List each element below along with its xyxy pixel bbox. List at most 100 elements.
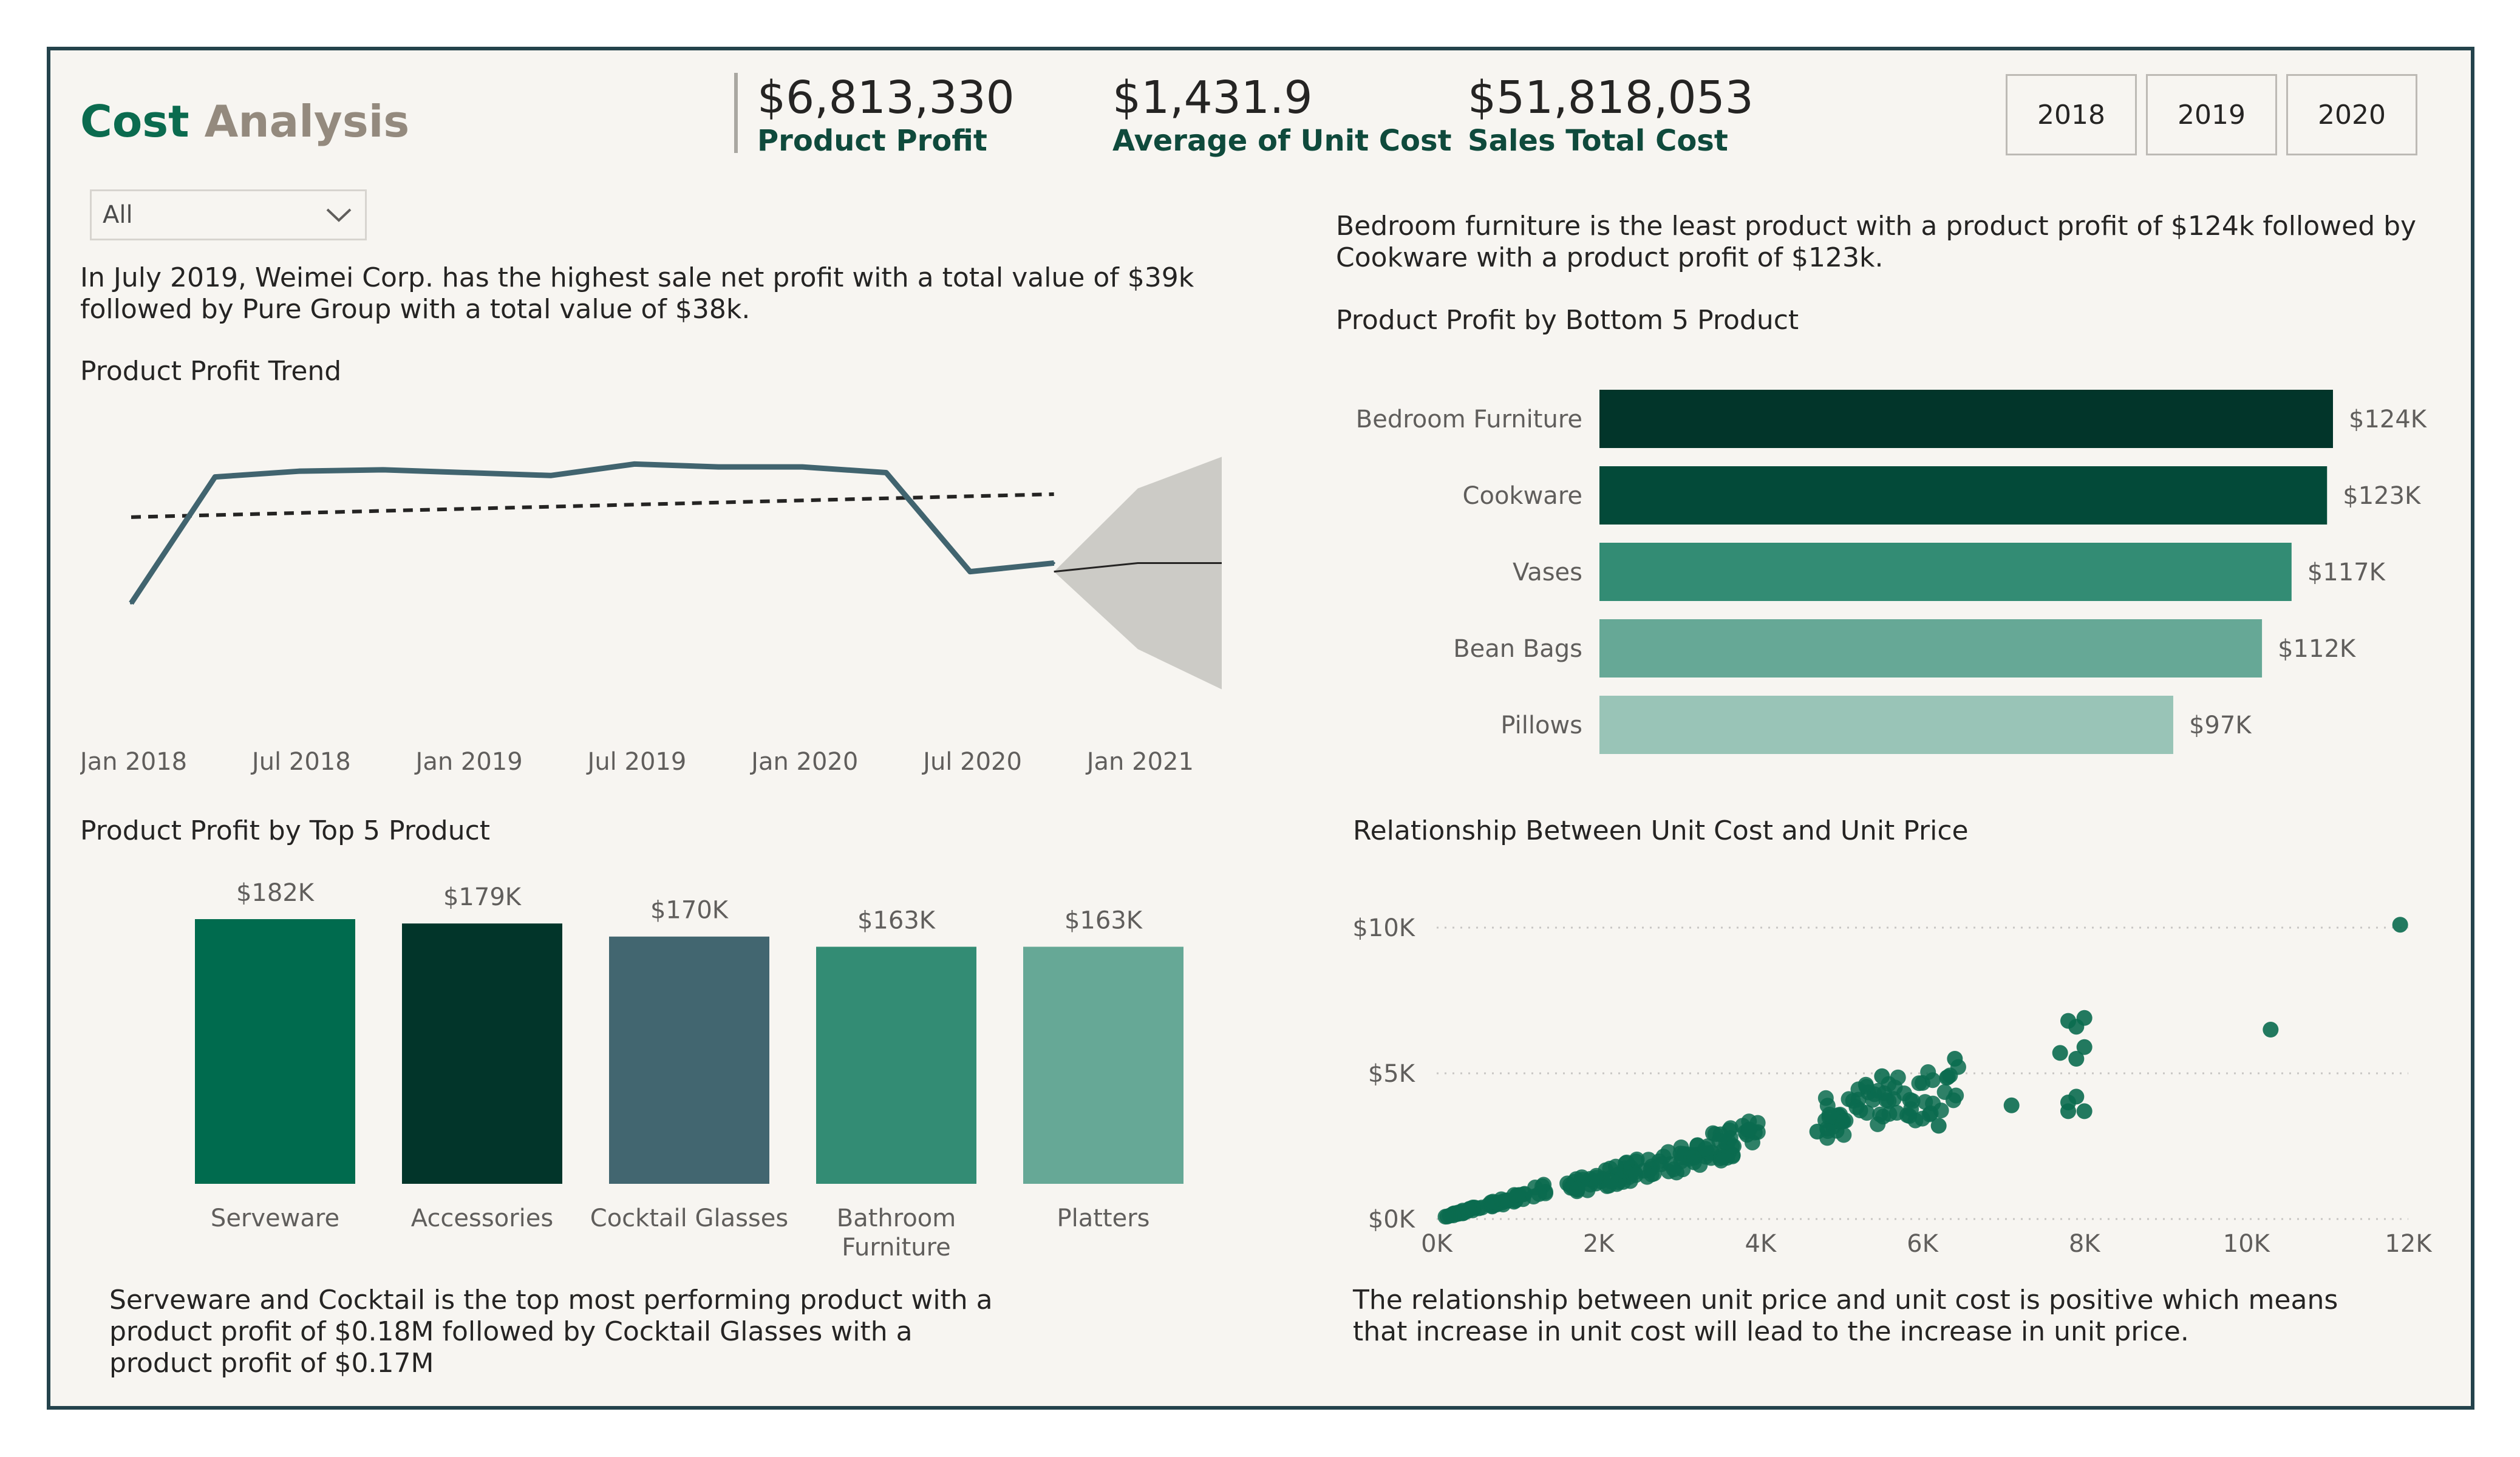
year-button-2019[interactable]: 2019	[2146, 74, 2277, 155]
data-label: $97K	[2189, 712, 2252, 739]
column-bar	[609, 936, 769, 1184]
scatter-point	[2392, 917, 2408, 933]
scatter-point	[1852, 1102, 1868, 1119]
series-point	[381, 468, 384, 471]
scatter-point	[1888, 1104, 1905, 1121]
y-tick-label: $10K	[1352, 914, 1415, 942]
category-label: Vases	[1513, 559, 1582, 586]
scatter-point	[2076, 1010, 2093, 1026]
data-label: $123K	[2343, 482, 2422, 510]
year-button-2020[interactable]: 2020	[2286, 74, 2417, 155]
series-point	[465, 471, 468, 474]
scatter-point	[1817, 1090, 1834, 1106]
x-tick-label: Jul 2019	[586, 748, 687, 776]
bar	[1599, 390, 2333, 448]
series-point	[214, 475, 217, 478]
scatter-point	[1901, 1108, 1918, 1124]
series-point	[969, 570, 972, 573]
series-point	[801, 466, 804, 469]
series-point	[549, 474, 552, 477]
bar	[1599, 543, 2292, 601]
series-point	[1052, 562, 1055, 565]
y-tick-label: $0K	[1368, 1206, 1416, 1234]
category-label: Cocktail Glasses	[590, 1204, 788, 1232]
page-title: Cost Analysis	[80, 96, 409, 147]
scatter-point	[2068, 1051, 2085, 1067]
x-tick-label: 10K	[2223, 1230, 2271, 1258]
scatter-point	[1858, 1076, 1874, 1093]
kpi-divider	[734, 73, 738, 153]
scatter-point	[1809, 1124, 1825, 1139]
kpi-label: Average of Unit Cost	[1112, 124, 1452, 158]
top5-insight-text: Serveware and Cocktail is the top most p…	[109, 1285, 993, 1379]
column-bar	[195, 919, 355, 1184]
scatter-point	[1821, 1106, 1837, 1122]
column-bar	[816, 946, 976, 1184]
filter-dropdown[interactable]: All	[90, 189, 367, 240]
x-tick-label: Jan 2020	[749, 748, 858, 776]
category-label: Bedroom Furniture	[1356, 406, 1582, 433]
scatter-point	[1933, 1102, 1949, 1119]
scatter-point	[1904, 1093, 1921, 1109]
category-label: Cookware	[1463, 482, 1582, 510]
y-tick-label: $5K	[1368, 1060, 1416, 1088]
scatter-point	[1742, 1121, 1758, 1138]
chevron-down-icon	[326, 208, 352, 222]
kpi-sales-total-cost: $51,818,053 Sales Total Cost	[1468, 72, 1754, 158]
trend-dashed-line	[131, 492, 1054, 519]
x-tick-label: 6K	[1907, 1230, 1939, 1258]
scatter-point	[1588, 1170, 1604, 1186]
x-tick-label: 4K	[1745, 1230, 1777, 1258]
filter-selected-value: All	[103, 201, 133, 229]
scatter-point	[2076, 1103, 2093, 1119]
bottom5-bar-chart: Bedroom Furniture $124K Cookware $123K Vases…	[1356, 390, 2428, 754]
scatter-point	[1914, 1110, 1930, 1127]
scatter-point	[2263, 1022, 2279, 1038]
category-label: Serveware	[211, 1204, 339, 1232]
kpi-label: Product Profit	[757, 124, 987, 158]
scatter-chart-title: Relationship Between Unit Cost and Unit …	[1353, 815, 1969, 846]
scatter-point	[1887, 1079, 1903, 1096]
scatter-point	[1697, 1141, 1714, 1157]
series-line-product-profit	[129, 461, 1055, 605]
scatter-point	[1602, 1173, 1619, 1190]
bar	[1599, 619, 2263, 678]
top5-chart-title: Product Profit by Top 5 Product	[80, 815, 491, 846]
scatter-point	[2052, 1045, 2068, 1061]
data-label: $170K	[650, 897, 729, 925]
scatter-point	[1662, 1156, 1678, 1172]
scatter-point	[1681, 1150, 1697, 1167]
scatter-point	[1947, 1051, 1963, 1067]
data-label: $163K	[1064, 907, 1143, 935]
series-point	[717, 466, 720, 469]
x-tick-label: Jan 2021	[1085, 748, 1194, 776]
scatter-point	[1948, 1087, 1964, 1104]
column-bar	[1023, 946, 1183, 1184]
title-primary: Cost	[80, 96, 189, 147]
trend-chart-title: Product Profit Trend	[80, 356, 342, 387]
scatter-point	[1445, 1207, 1462, 1223]
bottom5-insight-text: Bedroom furniture is the least product w…	[1336, 211, 2417, 273]
kpi-value: $1,431.9	[1112, 72, 1313, 124]
scatter-point	[1506, 1187, 1522, 1203]
data-label: $112K	[2278, 635, 2357, 663]
scatter-point	[1915, 1075, 1931, 1091]
kpi-average-unit-cost: $1,431.9 Average of Unit Cost	[1112, 72, 1452, 158]
scatter-point	[1939, 1070, 1955, 1086]
scatter-point	[1930, 1118, 1947, 1134]
trend-insight-text: In July 2019, Weimei Corp. has the highe…	[80, 262, 1194, 325]
kpi-product-profit: $6,813,330 Product Profit	[757, 72, 1015, 158]
scatter-point	[1711, 1132, 1728, 1149]
year-button-2018[interactable]: 2018	[2006, 74, 2137, 155]
scatter-point	[1865, 1092, 1881, 1108]
data-label: $179K	[443, 883, 522, 911]
scatter-point	[2003, 1097, 2020, 1113]
column-bar	[402, 923, 562, 1184]
x-tick-label: 8K	[2069, 1230, 2101, 1258]
scatter-point	[1725, 1138, 1742, 1155]
forecast-band	[1054, 457, 1222, 690]
series-point	[633, 463, 636, 466]
scatter-point	[1525, 1189, 1542, 1205]
series-point	[885, 471, 888, 474]
category-label: Platters	[1057, 1204, 1149, 1232]
